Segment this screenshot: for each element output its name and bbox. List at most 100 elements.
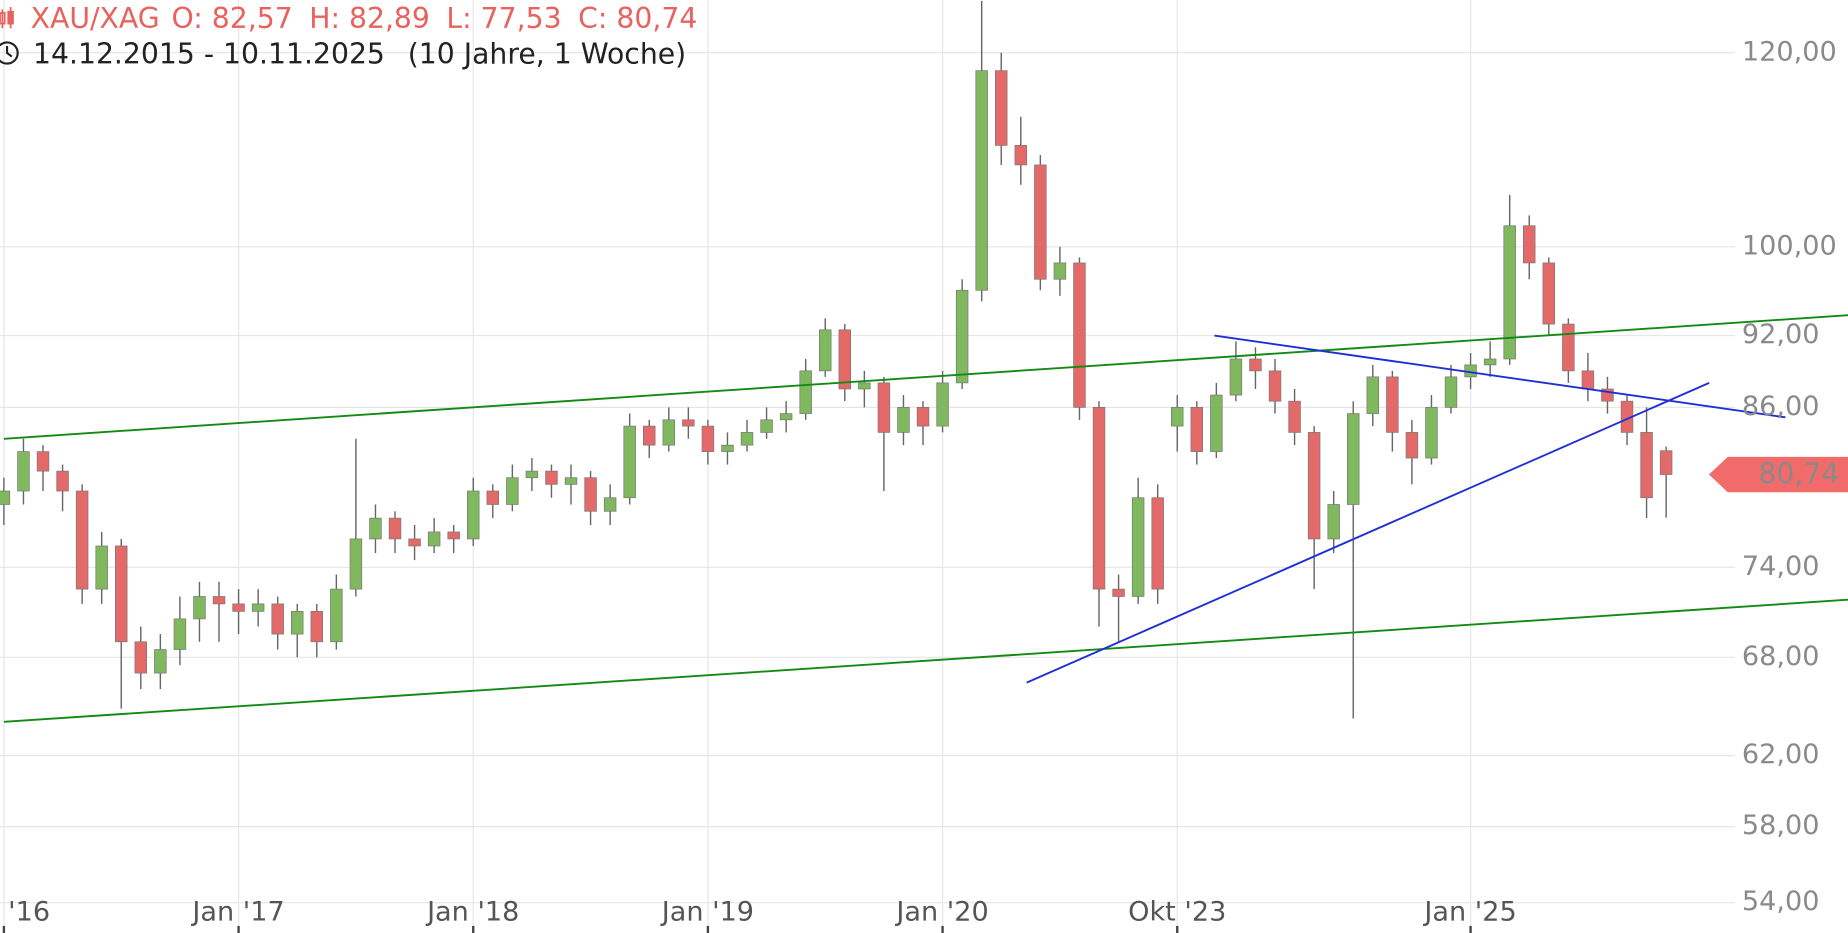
y-tick-label: 92,00 — [1742, 319, 1820, 350]
candle-body — [134, 641, 148, 674]
ohlc-label: H: 82,89 — [309, 2, 430, 35]
candle-body — [310, 611, 324, 643]
y-tick-label: 58,00 — [1742, 810, 1820, 841]
header: XAU/XAG 14.12.2015 - 10.11.2025 (10 Jahr… — [0, 2, 686, 70]
candle-body — [1542, 262, 1556, 325]
last-price-label: 80,74 — [1758, 458, 1839, 491]
trendline — [3, 314, 1848, 440]
candle-body — [936, 382, 949, 427]
candle-body — [955, 289, 969, 384]
candle-body — [17, 451, 30, 492]
candle-body — [408, 538, 421, 547]
candle-body — [1659, 450, 1673, 475]
candle-body — [251, 603, 265, 612]
x-tick-label: Jan '19 — [660, 896, 754, 927]
candle-body — [1053, 262, 1067, 280]
chart-title: XAU/XAG — [31, 2, 160, 35]
candle-body — [1249, 358, 1262, 372]
candle-body — [1503, 225, 1516, 360]
candle-body — [1483, 358, 1497, 366]
x-tick-label: Jan '20 — [894, 896, 988, 927]
candle-body — [1405, 432, 1419, 459]
candle-body — [1425, 407, 1438, 459]
candle-body — [1386, 376, 1399, 433]
candle-body — [1640, 432, 1653, 499]
candle-body — [1034, 164, 1047, 280]
candle-body — [1229, 358, 1243, 396]
candle-body — [173, 618, 187, 650]
candle-body — [1601, 388, 1614, 402]
grid — [0, 0, 1735, 933]
candle-body — [975, 70, 988, 291]
candle-body — [1288, 400, 1301, 433]
chart-subtitle: 14.12.2015 - 10.11.2025 — [33, 37, 385, 70]
candle-body — [506, 477, 519, 505]
x-tick-label: Jan '17 — [190, 896, 284, 927]
candle-body — [1366, 376, 1380, 414]
candle-body — [1562, 323, 1575, 372]
candle-body — [760, 419, 773, 433]
candle-body — [486, 490, 500, 505]
candle-body — [212, 596, 226, 605]
trendline — [3, 598, 1848, 723]
trendline — [1214, 334, 1786, 419]
y-tick-label: 74,00 — [1742, 551, 1820, 582]
candle-body — [193, 596, 206, 620]
candle-body — [330, 588, 343, 643]
candle-body — [1307, 432, 1321, 540]
ohlc-label: O: 82,57 — [171, 2, 292, 35]
candle-body — [779, 413, 793, 421]
clock-icon — [0, 41, 19, 65]
candle-body — [291, 611, 304, 635]
x-tick-label: Jan '25 — [1422, 896, 1516, 927]
x-tick-label: Jan '16 — [0, 896, 50, 927]
y-tick-label: 86,00 — [1742, 391, 1820, 422]
candle-body — [682, 419, 695, 427]
candle-body — [545, 470, 558, 485]
candle-body — [1523, 225, 1536, 264]
candle-body — [1014, 145, 1028, 166]
y-tick-label: 62,00 — [1742, 739, 1820, 770]
candle-body — [603, 497, 617, 512]
candle-body — [349, 538, 363, 590]
candle-body — [838, 329, 852, 390]
candle-body — [916, 407, 930, 427]
trendlines — [3, 314, 1848, 723]
y-tick-label: 120,00 — [1742, 36, 1837, 67]
candle-body — [427, 531, 441, 547]
candle-icon — [0, 7, 14, 29]
last-price-tag — [1708, 456, 1848, 493]
candle-body — [1210, 394, 1223, 452]
candle-body — [388, 517, 402, 540]
period: (10 Jahre, 1 Woche) — [408, 37, 686, 70]
candle-body — [369, 517, 382, 540]
y-tick-label: 100,00 — [1742, 230, 1837, 261]
candle-body — [154, 649, 167, 674]
candle-body — [564, 477, 578, 485]
candle-body — [1112, 588, 1125, 597]
y-tick-label: 54,00 — [1742, 886, 1820, 917]
candle-body — [0, 490, 11, 505]
candle-body — [799, 370, 812, 414]
candle-body — [1347, 413, 1360, 505]
candle-body — [1073, 262, 1086, 408]
candle-body — [584, 477, 597, 512]
candle-body — [232, 603, 245, 612]
candle-body — [115, 545, 128, 643]
candle-body — [1190, 407, 1204, 452]
candle-body — [95, 545, 108, 590]
candle-body — [701, 425, 715, 452]
candle-body — [740, 432, 754, 446]
candle-body — [1092, 407, 1106, 590]
candle-body — [721, 444, 734, 452]
candle-body — [858, 382, 871, 390]
candle-body — [819, 329, 832, 372]
candle-body — [1327, 504, 1340, 540]
candle-body — [447, 531, 460, 540]
trendline — [1026, 382, 1710, 684]
y-tick-label: 68,00 — [1742, 641, 1820, 672]
candle-body — [1268, 370, 1282, 402]
candle-body — [877, 382, 891, 433]
x-tick-label: Okt '23 — [1128, 896, 1226, 927]
